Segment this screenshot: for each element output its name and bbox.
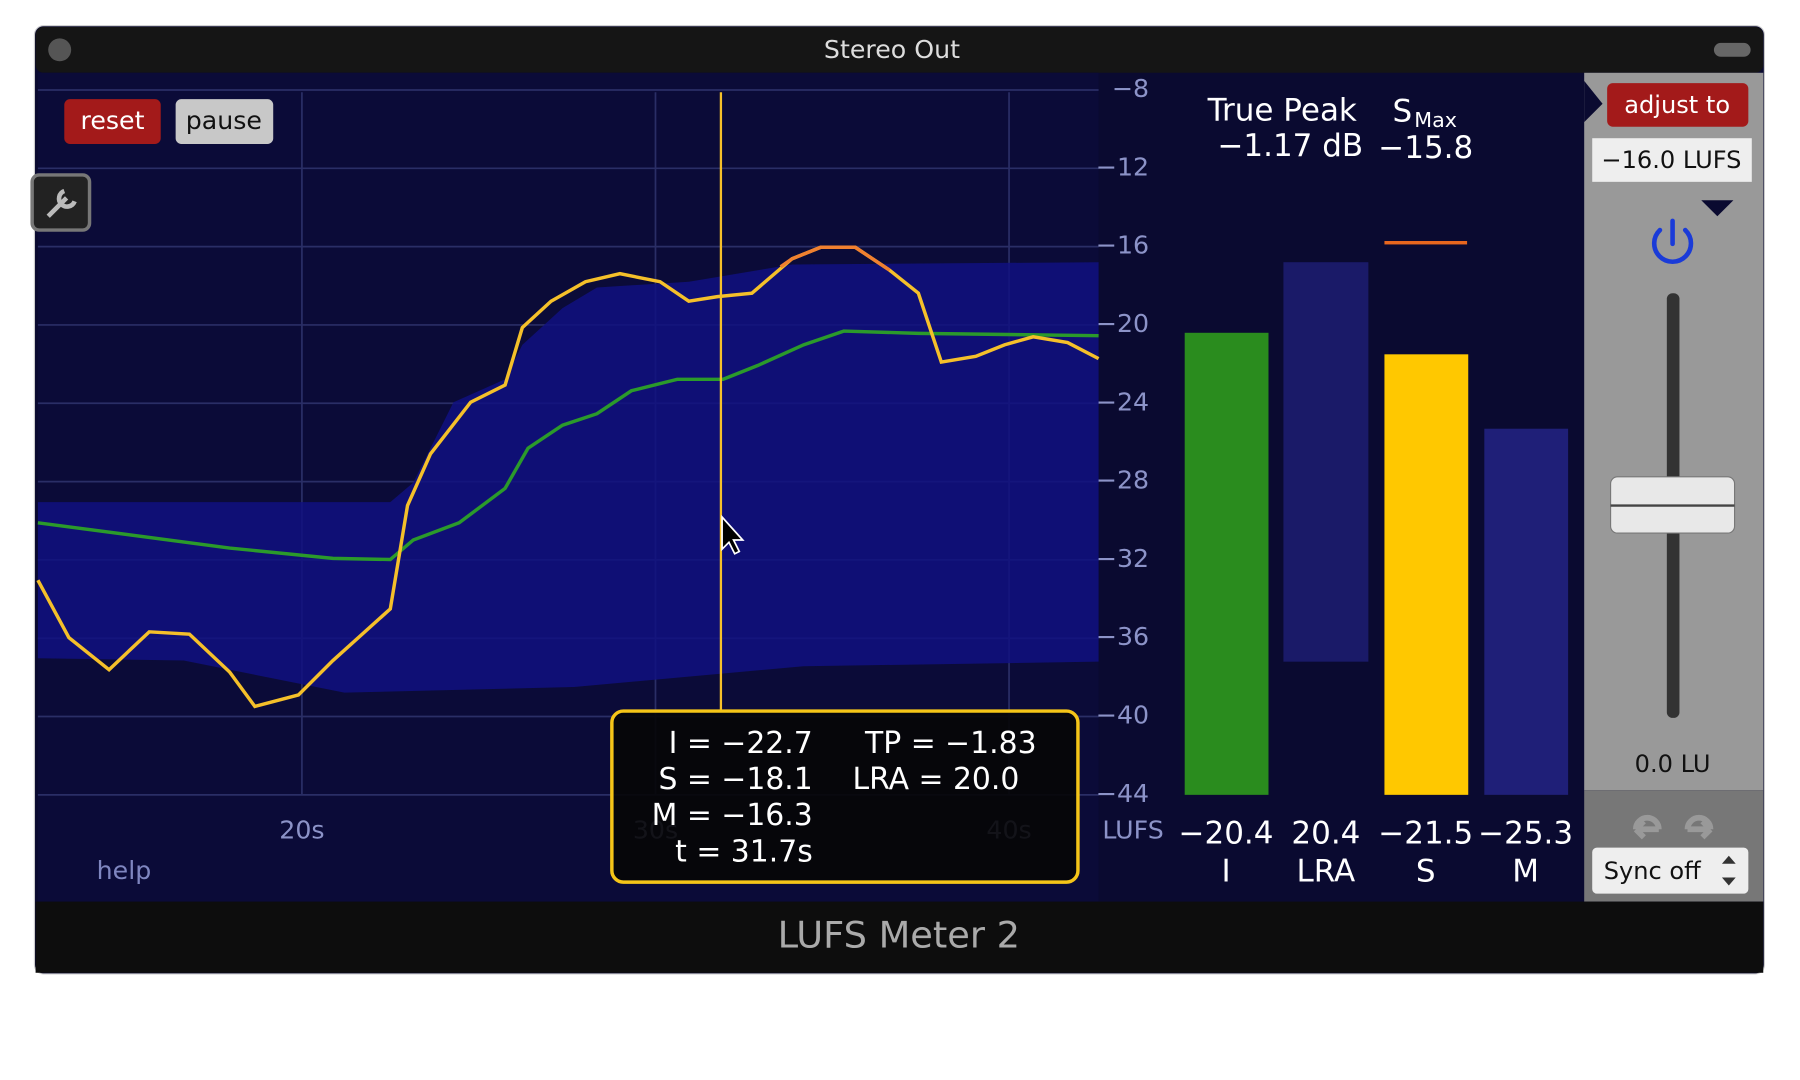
meter-name: LRA: [1297, 853, 1356, 889]
smax-value: −15.8: [1378, 130, 1473, 166]
short-term-curve: [36, 245, 1100, 709]
target-notch: [1701, 200, 1734, 217]
redo-button[interactable]: [1684, 815, 1714, 840]
reset-label: reset: [81, 106, 145, 135]
true-peak-label: True Peak: [1207, 92, 1357, 128]
adjust-button[interactable]: [1607, 83, 1749, 127]
y-tick-label: −40: [1096, 701, 1149, 730]
reset-button[interactable]: [64, 99, 161, 144]
mouse-pointer: [721, 514, 745, 555]
target-field[interactable]: [1592, 138, 1752, 182]
tooltip-text: I = −22.7: [669, 726, 813, 761]
wrench-icon: [46, 188, 77, 218]
pause-label: pause: [186, 106, 262, 135]
sync-label: Sync off: [1604, 857, 1702, 885]
footer: [35, 901, 1764, 973]
pause-button[interactable]: [175, 99, 274, 144]
meter-value: −25.3: [1478, 816, 1573, 852]
unit-label: LUFS: [1102, 816, 1163, 845]
tooltip-text: LRA = 20.0: [852, 762, 1019, 797]
y-tick-label: −32: [1096, 544, 1149, 573]
arrow-notch: [1584, 80, 1603, 123]
y-tick-label: −8: [1112, 74, 1149, 103]
y-tick-label: −44: [1096, 779, 1149, 808]
y-tick-label: −16: [1096, 231, 1149, 260]
integrated-curve: [37, 329, 1099, 562]
footer-title: LUFS Meter 2: [778, 914, 1020, 957]
tooltip-text: M = −16.3: [652, 798, 813, 833]
meter-name: M: [1512, 853, 1539, 889]
meter-value: 20.4: [1291, 816, 1360, 852]
meter-value: −20.4: [1179, 816, 1274, 852]
meter-name: I: [1221, 853, 1230, 889]
meter-value: −21.5: [1378, 816, 1473, 852]
smax-subscript: Max: [1414, 108, 1457, 132]
y-tick-label: −12: [1096, 152, 1149, 181]
short-term-over: [779, 245, 891, 272]
target-value: −16.0 LUFS: [1601, 146, 1741, 174]
power-button[interactable]: [1651, 218, 1694, 264]
y-tick-label: −20: [1096, 309, 1149, 338]
tooltip-text: t = 31.7s: [675, 834, 813, 869]
meter-bar: [1384, 354, 1469, 795]
sync-dropdown[interactable]: [1592, 847, 1749, 894]
adjust-label: adjust to: [1624, 91, 1730, 119]
collapse-button[interactable]: [1713, 42, 1751, 57]
tooltip: [610, 709, 1080, 884]
x-tick-label: 20s: [279, 816, 324, 845]
meter-name: S: [1416, 853, 1436, 889]
undo-button[interactable]: [1632, 815, 1662, 840]
sync-arrows: [1721, 855, 1736, 886]
lra-bar: [1283, 262, 1369, 662]
smax-marker: [1384, 240, 1468, 245]
y-tick-label: −28: [1096, 466, 1149, 495]
gain-value: 0.0 LU: [1635, 750, 1711, 778]
title-bar: [35, 26, 1764, 73]
tooltip-text: TP = −1.83: [864, 726, 1037, 761]
y-tick-label: −24: [1096, 387, 1149, 416]
window-title: Stereo Out: [824, 35, 960, 64]
loudness-range-area: [37, 262, 1099, 693]
y-tick-label: −36: [1096, 622, 1149, 651]
smax-label: S: [1392, 93, 1412, 129]
meter-bar: [1184, 332, 1269, 795]
tooltip-text: S = −18.1: [658, 762, 812, 797]
help-link[interactable]: help: [97, 856, 152, 885]
close-button[interactable]: [48, 38, 72, 62]
meter-bar: [1484, 428, 1569, 795]
true-peak-value: −1.17 dB: [1217, 128, 1363, 164]
